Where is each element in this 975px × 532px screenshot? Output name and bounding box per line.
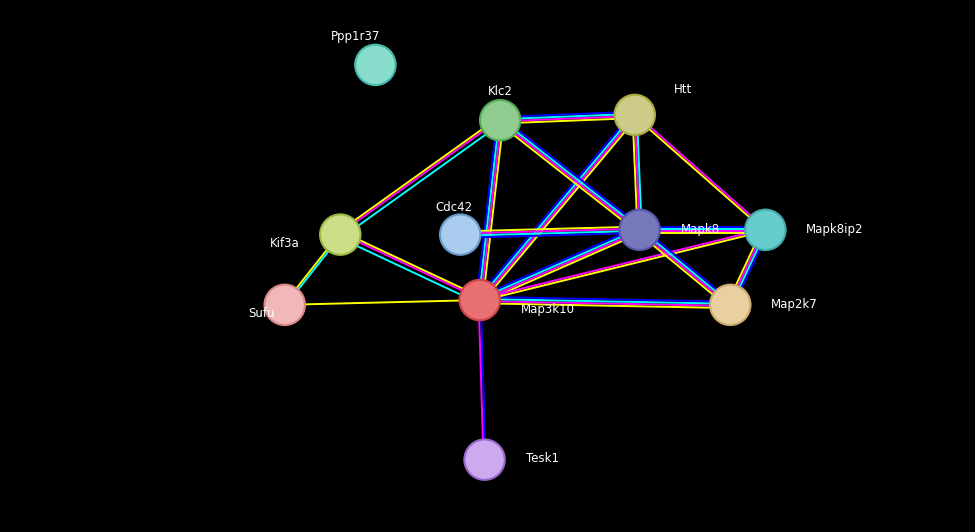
Text: Map3k10: Map3k10 — [521, 303, 574, 315]
Circle shape — [710, 285, 751, 325]
Text: Tesk1: Tesk1 — [526, 452, 559, 465]
Circle shape — [614, 95, 655, 135]
Circle shape — [480, 100, 521, 140]
Text: Map2k7: Map2k7 — [771, 298, 818, 311]
Circle shape — [355, 45, 396, 85]
Text: Htt: Htt — [674, 84, 692, 96]
Circle shape — [320, 214, 361, 255]
Circle shape — [459, 280, 500, 320]
Circle shape — [440, 214, 481, 255]
Circle shape — [619, 210, 660, 250]
Text: Cdc42: Cdc42 — [436, 202, 473, 214]
Circle shape — [464, 439, 505, 480]
Circle shape — [745, 210, 786, 250]
Text: Sufu: Sufu — [249, 307, 275, 320]
Circle shape — [264, 285, 305, 325]
Text: Klc2: Klc2 — [488, 85, 513, 98]
Text: Kif3a: Kif3a — [269, 237, 299, 250]
Text: Ppp1r37: Ppp1r37 — [331, 30, 380, 43]
Text: Mapk8: Mapk8 — [681, 223, 720, 236]
Text: Mapk8ip2: Mapk8ip2 — [806, 223, 864, 236]
